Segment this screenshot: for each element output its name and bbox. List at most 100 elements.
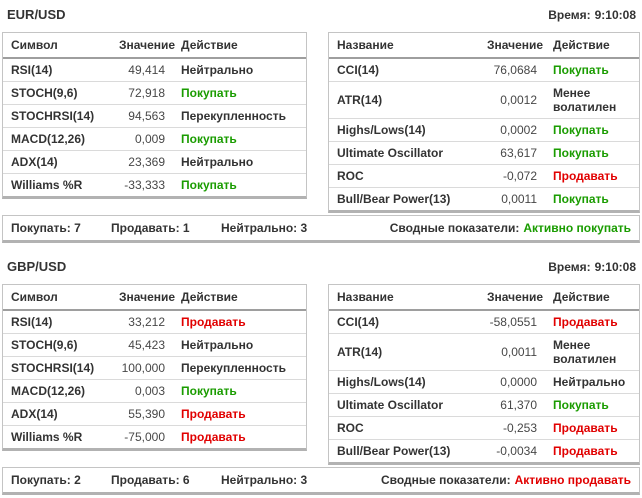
additional-indicators-table: Название Значение Действие CCI(14) 76,06…	[328, 32, 640, 213]
indicator-row: ROC -0,253 Продавать	[329, 417, 639, 440]
neutral-count: Нейтрально: 3	[221, 473, 308, 487]
indicator-name: Williams %R	[11, 178, 83, 192]
indicator-row: STOCH(9,6) 72,918 Покупать	[3, 82, 306, 105]
indicator-row: Bull/Bear Power(13) -0,0034 Продавать	[329, 440, 639, 462]
time-caption: Время:	[548, 8, 591, 22]
overall-summary-label: Сводные показатели:	[389, 221, 520, 235]
indicator-action: Покупать	[545, 119, 639, 142]
indicator-action: Продавать	[553, 444, 618, 458]
column-header-action: Действие	[545, 285, 639, 311]
table-body: CCI(14) -58,0551 Продавать ATR(14) 0,001…	[329, 311, 639, 462]
indicator-value: -33,333	[124, 178, 165, 192]
table-body: RSI(14) 33,212 Продавать STOCH(9,6) 45,4…	[3, 311, 306, 448]
indicator-name: Highs/Lows(14)	[329, 371, 479, 394]
overall-summary-verdict: Активно продавать	[514, 473, 631, 487]
indicator-value: 0,0011	[501, 192, 537, 206]
indicator-action: Нейтрально	[173, 334, 306, 357]
indicator-name: STOCH(9,6)	[3, 334, 111, 357]
indicator-name: ADX(14)	[3, 151, 111, 174]
indicator-action: Покупать	[545, 59, 639, 82]
pair-title: GBP/USD	[7, 259, 67, 274]
table-body: CCI(14) 76,0684 Покупать ATR(14) 0,0012 …	[329, 59, 639, 210]
indicator-name: STOCH(9,6)	[3, 82, 111, 105]
indicator-name: Ultimate Oscillator	[329, 394, 479, 417]
indicator-name: STOCHRSI(14)	[3, 357, 111, 380]
indicator-value: 23,369	[111, 151, 173, 174]
indicator-row: STOCHRSI(14) 94,563 Перекупленность	[3, 105, 306, 128]
indicator-action: Покупать	[173, 128, 306, 151]
additional-indicators-table: Название Значение Действие CCI(14) -58,0…	[328, 284, 640, 465]
indicator-value: -0,253	[479, 417, 545, 440]
indicator-row: MACD(12,26) 0,003 Покупать	[3, 380, 306, 403]
indicator-action: Покупать	[173, 82, 306, 105]
indicator-name: RSI(14)	[3, 59, 111, 82]
indicator-row: STOCHRSI(14) 100,000 Перекупленность	[3, 357, 306, 380]
summary-bar: Покупать: 2 Продавать: 6 Нейтрально: 3 С…	[2, 467, 640, 495]
table-header-row: Символ Значение Действие	[3, 285, 306, 311]
indicator-row: Ultimate Oscillator 63,617 Покупать	[329, 142, 639, 165]
column-header-action: Действие	[545, 33, 639, 59]
indicator-row: ADX(14) 55,390 Продавать	[3, 403, 306, 426]
currency-pair-section-gbpusd: GBP/USD Время: 9:10:08 Символ Значение Де…	[2, 243, 640, 495]
column-header-name: Название	[329, 33, 479, 59]
indicator-action: Продавать	[545, 417, 639, 440]
column-header-action: Действие	[173, 33, 306, 59]
currency-pair-section-eurusd: EUR/USD Время: 9:10:08 Символ Значение Де…	[2, 0, 640, 243]
indicator-value: 33,212	[111, 311, 173, 334]
indicator-name: ATR(14)	[329, 334, 479, 371]
time-caption: Время:	[548, 260, 591, 274]
table-body: RSI(14) 49,414 Нейтрально STOCH(9,6) 72,…	[3, 59, 306, 196]
indicator-value: 55,390	[111, 403, 173, 426]
column-header-symbol: Символ	[3, 285, 111, 311]
indicator-action: Менее волатилен	[545, 82, 639, 119]
indicator-action: Покупать	[545, 394, 639, 417]
indicator-row: CCI(14) 76,0684 Покупать	[329, 59, 639, 82]
column-header-value: Значение	[479, 33, 545, 59]
indicator-action: Нейтрально	[173, 151, 306, 174]
indicator-name: ATR(14)	[329, 82, 479, 119]
sell-count: Продавать: 1	[111, 221, 190, 235]
indicator-action: Продавать	[545, 311, 639, 334]
indicator-name: Williams %R	[11, 430, 83, 444]
indicator-name: Bull/Bear Power(13)	[337, 444, 451, 458]
indicator-value: 0,0002	[479, 119, 545, 142]
indicator-name: Ultimate Oscillator	[329, 142, 479, 165]
indicator-value: 0,0011	[479, 334, 545, 371]
indicator-row: ATR(14) 0,0012 Менее волатилен	[329, 82, 639, 119]
indicator-row: ROC -0,072 Продавать	[329, 165, 639, 188]
indicator-name: ROC	[329, 165, 479, 188]
column-header-action: Действие	[173, 285, 306, 311]
indicator-name: ADX(14)	[3, 403, 111, 426]
indicator-value: 72,918	[111, 82, 173, 105]
indicator-value: -0,0034	[496, 444, 537, 458]
indicator-value: 0,0000	[479, 371, 545, 394]
indicator-value: 49,414	[111, 59, 173, 82]
indicator-row: ADX(14) 23,369 Нейтрально	[3, 151, 306, 174]
indicator-action: Покупать	[173, 380, 306, 403]
indicator-action: Покупать	[545, 142, 639, 165]
indicator-value: -0,072	[479, 165, 545, 188]
indicator-value: 45,423	[111, 334, 173, 357]
section-header: EUR/USD Время: 9:10:08	[2, 0, 640, 32]
indicator-row: Ultimate Oscillator 61,370 Покупать	[329, 394, 639, 417]
overall-summary-verdict: Активно покупать	[523, 221, 631, 235]
oscillator-indicators-table: Символ Значение Действие RSI(14) 33,212 …	[2, 284, 307, 451]
indicator-name: CCI(14)	[329, 59, 479, 82]
summary-bar: Покупать: 7 Продавать: 1 Нейтрально: 3 С…	[2, 215, 640, 243]
oscillator-indicators-table: Символ Значение Действие RSI(14) 49,414 …	[2, 32, 307, 199]
indicator-action: Нейтрально	[173, 59, 306, 82]
column-header-name: Название	[329, 285, 479, 311]
indicator-action: Покупать	[553, 192, 609, 206]
indicator-name: Highs/Lows(14)	[329, 119, 479, 142]
indicator-action: Продавать	[173, 311, 306, 334]
section-header: GBP/USD Время: 9:10:08	[2, 243, 640, 284]
table-header-row: Название Значение Действие	[329, 285, 639, 311]
indicator-row: CCI(14) -58,0551 Продавать	[329, 311, 639, 334]
column-header-value: Значение	[479, 285, 545, 311]
tables-row: Символ Значение Действие RSI(14) 33,212 …	[2, 284, 640, 465]
neutral-count: Нейтрально: 3	[221, 221, 308, 235]
indicator-action: Менее волатилен	[545, 334, 639, 371]
indicator-action: Перекупленность	[173, 357, 306, 380]
indicator-name: MACD(12,26)	[3, 380, 111, 403]
overall-summary: Сводные показатели: Активно покупать	[390, 221, 631, 235]
